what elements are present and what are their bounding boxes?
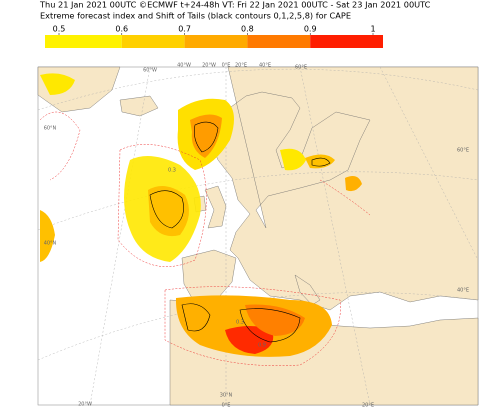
colorbar-tick-label: 0.5 — [53, 25, 66, 34]
colorbar-segment — [184, 35, 248, 48]
graticule-label: 40°E — [259, 63, 271, 69]
graticule-label: 60°E — [457, 148, 469, 154]
sot-contours — [149, 121, 331, 343]
contour-label: 0.3 — [168, 168, 176, 174]
graticule-label: 20°W — [78, 402, 92, 408]
subtitle-line: Extreme forecast index and Shift of Tail… — [40, 11, 351, 21]
graticule-label: 20°W — [202, 63, 216, 69]
colorbar: 0.5 0.6 0.7 0.8 0.9 1 — [45, 25, 383, 48]
colorbar-tick-label: 0.8 — [241, 25, 254, 34]
colorbar-segment — [121, 35, 185, 48]
colorbar-segment — [247, 35, 311, 48]
colorbar-tick-label: 0.9 — [304, 25, 317, 34]
map: 60°W 40°W 20°W 0°E 20°E 40°E 60°E 60°N 40°N 60°E 4… — [37, 63, 479, 409]
title-line: Thu 21 Jan 2021 00UTC ©ECMWF t+24-48h VT… — [39, 0, 431, 10]
colorbar-segment — [45, 35, 122, 48]
graticule-label: 30°N — [220, 393, 233, 399]
colorbar-tick-label: 0.7 — [178, 25, 191, 34]
efi-shading — [40, 73, 362, 357]
colorbar-tick-label: 0.6 — [115, 25, 128, 34]
graticule-label: 60°E — [295, 65, 307, 71]
colorbar-segment — [310, 35, 383, 48]
contour-label: 0.9 — [258, 343, 266, 349]
graticule-label: 20°E — [235, 63, 247, 69]
efi-contours — [39, 111, 371, 366]
graticule-label: 40°N — [44, 241, 57, 247]
colorbar-tick-label: 1 — [370, 25, 375, 34]
graticule-label: 0°E — [222, 403, 231, 409]
graticule-label: 0°E — [222, 63, 231, 69]
graticule-label: 40°E — [457, 288, 469, 294]
contour-label: 0.3 — [236, 320, 244, 326]
graticule-label: 40°W — [177, 63, 191, 69]
graticule-label: 60°N — [44, 126, 57, 132]
graticule-label: 60°W — [143, 68, 157, 74]
graticule-label: 20°E — [362, 403, 374, 409]
